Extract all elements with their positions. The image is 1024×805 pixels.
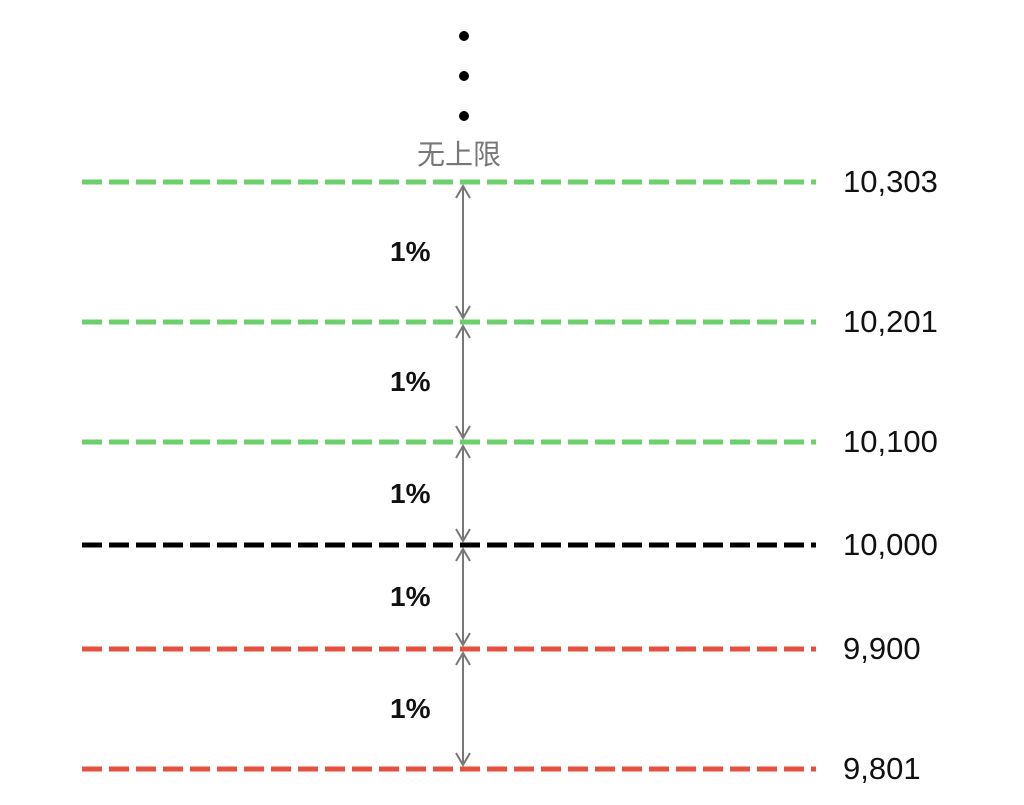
double-arrow-icon	[455, 547, 471, 647]
level-value: 10,201	[843, 304, 938, 339]
interval-percent: 1%	[390, 581, 431, 612]
double-arrow-icon	[455, 184, 471, 320]
double-arrow-icon	[455, 651, 471, 767]
interval-percent: 1%	[390, 366, 431, 397]
level-value: 10,100	[843, 424, 938, 459]
dot	[459, 111, 469, 121]
double-arrow-icon	[455, 444, 471, 543]
dot	[459, 71, 469, 81]
dot	[459, 31, 469, 41]
level-value: 9,801	[843, 751, 921, 786]
ellipsis-dots	[459, 31, 469, 121]
double-arrow-icon	[455, 324, 471, 440]
level-value: 9,900	[843, 631, 921, 666]
interval-percent: 1%	[390, 477, 431, 509]
level-value: 10,000	[843, 527, 938, 562]
interval-percent: 1%	[390, 236, 431, 267]
level-value: 10,303	[843, 164, 938, 199]
interval-percent: 1%	[390, 693, 431, 724]
no-upper-limit-label: 无上限	[417, 138, 502, 171]
